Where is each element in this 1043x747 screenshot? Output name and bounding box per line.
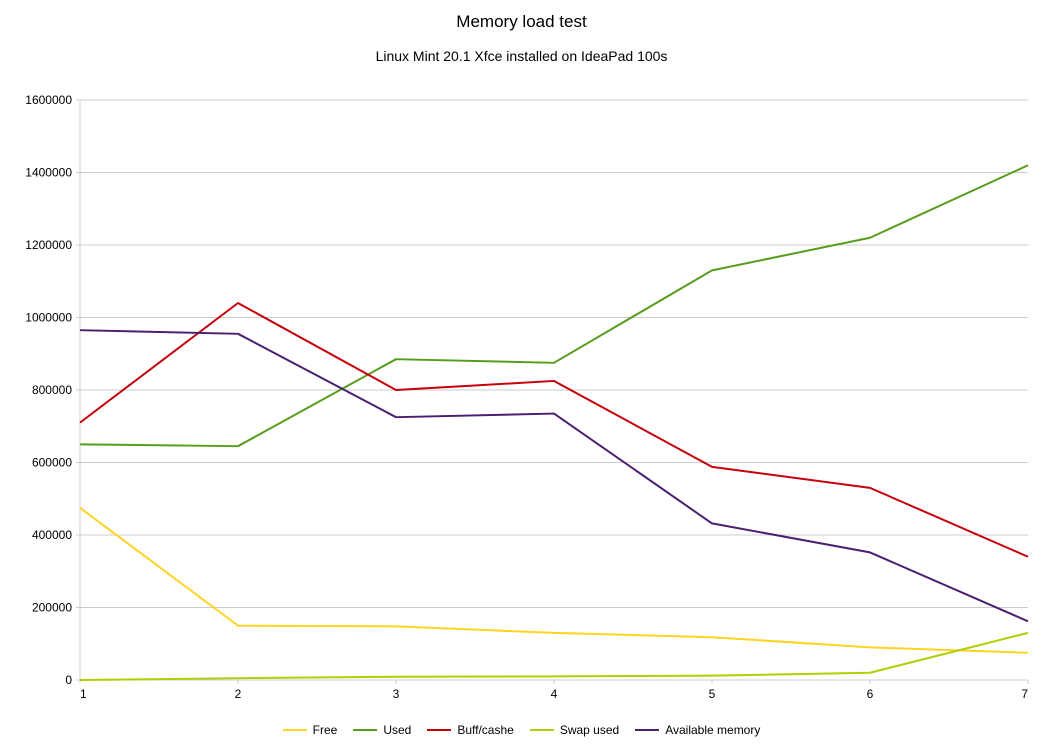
svg-text:2: 2 bbox=[235, 687, 242, 701]
chart-legend: Free Used Buff/cashe Swap used Available mem… bbox=[0, 720, 1043, 737]
svg-text:1000000: 1000000 bbox=[25, 311, 72, 325]
legend-item: Available memory bbox=[635, 723, 760, 737]
legend-label: Free bbox=[313, 723, 338, 737]
legend-item: Free bbox=[283, 723, 338, 737]
svg-text:1400000: 1400000 bbox=[25, 166, 72, 180]
svg-text:600000: 600000 bbox=[32, 456, 72, 470]
svg-text:1: 1 bbox=[80, 687, 87, 701]
chart-title: Memory load test bbox=[0, 12, 1043, 32]
legend-item: Buff/cashe bbox=[427, 723, 513, 737]
legend-label: Available memory bbox=[665, 723, 760, 737]
legend-swatch bbox=[283, 729, 307, 731]
legend-swatch bbox=[530, 729, 554, 731]
svg-text:7: 7 bbox=[1021, 687, 1028, 701]
legend-label: Swap used bbox=[560, 723, 619, 737]
svg-text:800000: 800000 bbox=[32, 383, 72, 397]
legend-swatch bbox=[353, 729, 377, 731]
svg-text:6: 6 bbox=[867, 687, 874, 701]
chart-container: Memory load test Linux Mint 20.1 Xfce in… bbox=[0, 0, 1043, 747]
svg-text:1200000: 1200000 bbox=[25, 238, 72, 252]
legend-item: Swap used bbox=[530, 723, 619, 737]
legend-label: Used bbox=[383, 723, 411, 737]
legend-item: Used bbox=[353, 723, 411, 737]
svg-text:400000: 400000 bbox=[32, 528, 72, 542]
legend-swatch bbox=[635, 729, 659, 731]
chart-svg: 0 200000 400000 600000 800000 1000000 1200000 1… bbox=[0, 0, 1043, 747]
svg-text:3: 3 bbox=[393, 687, 400, 701]
svg-text:0: 0 bbox=[65, 673, 72, 687]
svg-text:4: 4 bbox=[551, 687, 558, 701]
svg-text:5: 5 bbox=[709, 687, 716, 701]
legend-swatch bbox=[427, 729, 451, 731]
svg-text:1600000: 1600000 bbox=[25, 93, 72, 107]
svg-text:200000: 200000 bbox=[32, 601, 72, 615]
chart-subtitle: Linux Mint 20.1 Xfce installed on IdeaPa… bbox=[0, 48, 1043, 64]
legend-label: Buff/cashe bbox=[457, 723, 513, 737]
